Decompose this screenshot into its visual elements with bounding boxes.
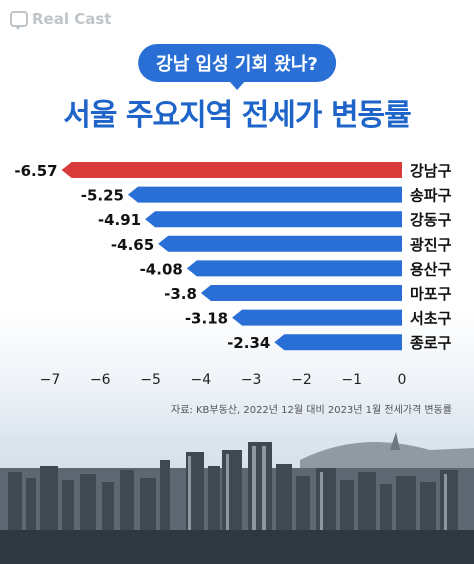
bar-서초구 bbox=[232, 309, 402, 326]
category-label: 종로구 bbox=[410, 334, 452, 352]
category-label: 서초구 bbox=[410, 310, 452, 328]
question-badge: 강남 입성 기회 왔나? bbox=[138, 44, 336, 90]
value-label: -2.34 bbox=[227, 334, 270, 352]
x-tick-label: −5 bbox=[140, 372, 161, 388]
bar-chart: -6.57-5.25-4.91-4.65-4.08-3.8-3.18-2.34 … bbox=[14, 162, 452, 416]
brand-name: Real Cast bbox=[32, 10, 112, 28]
bar-마포구 bbox=[200, 285, 402, 301]
value-label: -3.18 bbox=[185, 310, 228, 328]
value-label: -4.65 bbox=[111, 236, 154, 254]
bar-송파구 bbox=[128, 186, 402, 203]
city-skyline-image bbox=[0, 432, 474, 564]
value-label: -5.25 bbox=[81, 187, 124, 205]
x-tick-label: 0 bbox=[398, 372, 407, 388]
page-title: 서울 주요지역 전세가 변동률 bbox=[63, 98, 412, 133]
category-label: 강남구 bbox=[410, 162, 452, 180]
brand-logo: Real Cast bbox=[10, 10, 112, 30]
bar-강동구 bbox=[145, 211, 402, 228]
x-tick-label: −2 bbox=[291, 372, 312, 388]
category-label: 송파구 bbox=[410, 187, 452, 205]
category-label: 광진구 bbox=[410, 236, 452, 254]
bar-종로구 bbox=[274, 334, 402, 351]
x-tick-label: −7 bbox=[40, 372, 61, 388]
bar-강남구 bbox=[61, 162, 402, 178]
x-tick-label: −4 bbox=[191, 372, 212, 388]
value-label: -3.8 bbox=[164, 285, 197, 303]
x-tick-label: −6 bbox=[90, 372, 111, 388]
x-tick-label: −1 bbox=[341, 372, 362, 388]
value-label: -4.08 bbox=[140, 260, 183, 278]
category-label: 마포구 bbox=[410, 285, 452, 303]
x-tick-label: −3 bbox=[241, 372, 262, 388]
bar-용산구 bbox=[186, 260, 402, 277]
category-label: 강동구 bbox=[410, 211, 452, 229]
value-label: -4.91 bbox=[98, 211, 141, 229]
bar-광진구 bbox=[158, 235, 402, 252]
category-label: 용산구 bbox=[410, 260, 452, 278]
value-label: -6.57 bbox=[14, 162, 57, 180]
source-note: 자료: KB부동산, 2022년 12월 대비 2023년 1월 전세가격 변동… bbox=[171, 403, 452, 416]
chat-bubble-icon bbox=[10, 11, 28, 30]
